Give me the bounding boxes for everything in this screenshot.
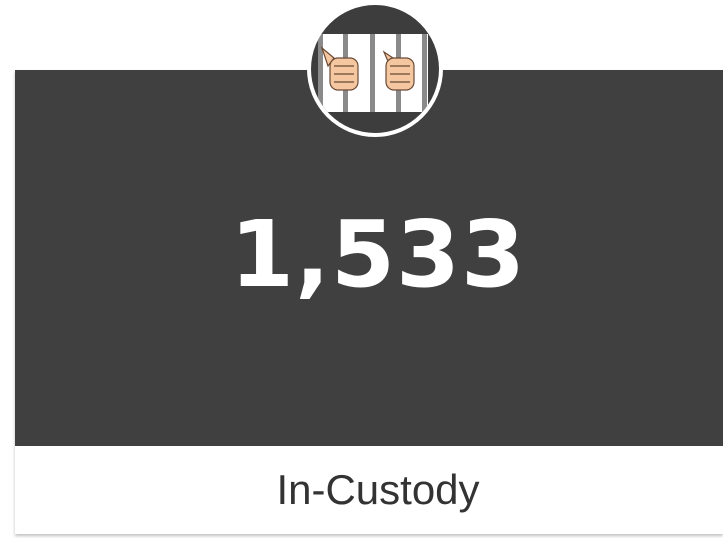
kpi-value: 1,533 [229, 201, 526, 308]
kpi-label: In-Custody [276, 466, 480, 513]
bars [318, 34, 428, 112]
jail-icon [307, 1, 443, 137]
fists [320, 46, 415, 91]
